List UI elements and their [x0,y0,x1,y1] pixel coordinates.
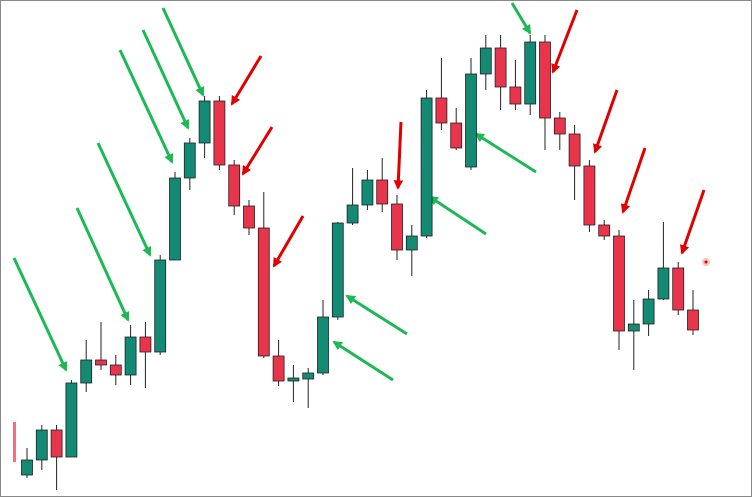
red-arrows [230,9,706,268]
candle-body [687,309,699,331]
candle-body [405,235,418,251]
candle-body [80,359,93,384]
candle-body [524,41,537,105]
candle-body [65,382,78,458]
candle-body [509,86,522,105]
candle-body [494,47,507,88]
candle-body [35,429,48,461]
candle-body [553,117,566,135]
candle-body [317,316,329,374]
candle-body [435,97,448,124]
candle-body [198,100,211,144]
candle-body [583,165,596,226]
candle-body [154,259,167,353]
candle-body [109,364,122,376]
candle-body [139,336,152,353]
candle-body [361,179,374,206]
candle-body [672,267,685,311]
cursor-dot-center [704,260,708,264]
candle-body [169,177,181,261]
green-arrows [12,2,537,382]
candle-body [376,179,389,205]
candle-body [613,235,625,332]
candle-body [287,377,300,382]
candle-body [183,142,196,179]
candle-body [450,122,463,149]
candle-body [568,133,581,167]
candle-body [95,359,107,366]
candle-body [50,429,63,458]
candle-body [124,336,137,376]
candle-body [228,164,241,207]
partial-candle [13,422,16,462]
candle-body [272,355,285,382]
candle-body [331,222,344,318]
candle-body [627,323,640,332]
candle-body [657,267,670,300]
candle-body [302,372,315,380]
candle-body [213,100,226,166]
candle-body [391,203,403,251]
candle-body [479,47,492,75]
candle-body [598,224,611,237]
candle-body [243,205,255,229]
candle-body [21,459,33,476]
candle-body [539,41,551,119]
candle-body [257,227,270,357]
candle-body [346,204,359,224]
candle-body [465,73,477,168]
candle-body [642,298,655,325]
candle-body [420,97,433,237]
